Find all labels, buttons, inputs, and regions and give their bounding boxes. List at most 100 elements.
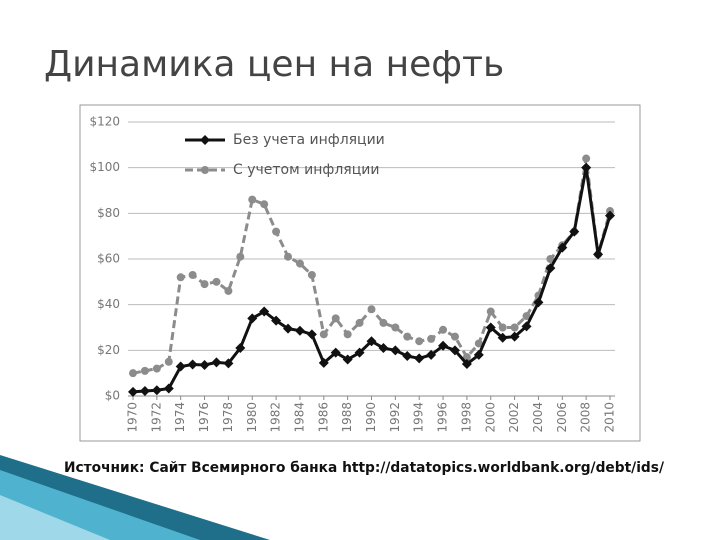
- y-tick-label: $40: [97, 297, 120, 311]
- data-point: [129, 369, 137, 378]
- data-point: [307, 270, 316, 279]
- data-point: [284, 252, 293, 261]
- data-point: [415, 337, 424, 346]
- y-tick-label: $100: [89, 160, 120, 174]
- data-point: [235, 343, 246, 354]
- x-tick-label: 1986: [316, 402, 330, 433]
- x-tick-label: 1970: [126, 402, 140, 433]
- data-point: [402, 351, 413, 362]
- slide-title: Динамика цен на нефть: [44, 44, 504, 85]
- data-point: [164, 357, 173, 366]
- x-tick-label: 1994: [412, 402, 426, 433]
- data-point: [390, 345, 401, 356]
- x-tick-label: 1972: [149, 402, 163, 433]
- data-point: [176, 273, 185, 282]
- x-tick-label: 2000: [483, 402, 497, 433]
- y-tick-label: $0: [105, 389, 120, 403]
- x-tick-label: 1992: [388, 402, 402, 433]
- x-tick-label: 1996: [436, 402, 450, 433]
- legend-label: С учетом инфляции: [233, 162, 379, 178]
- data-point: [212, 277, 221, 286]
- data-point: [188, 270, 197, 279]
- data-point: [378, 343, 389, 354]
- data-point: [522, 312, 531, 321]
- data-point: [403, 332, 412, 341]
- data-point: [426, 349, 437, 360]
- data-point: [187, 359, 198, 370]
- data-point: [439, 325, 448, 334]
- x-tick-label: 1978: [221, 402, 235, 433]
- data-point: [367, 305, 376, 314]
- x-tick-label: 1982: [269, 402, 283, 433]
- data-point: [343, 330, 352, 339]
- data-point: [569, 226, 580, 237]
- data-point: [509, 331, 520, 342]
- y-tick-label: $80: [97, 206, 120, 220]
- data-point: [521, 321, 532, 332]
- data-point: [545, 263, 556, 274]
- data-point: [295, 259, 304, 268]
- data-point: [450, 332, 459, 341]
- data-point: [474, 339, 483, 348]
- data-point: [485, 322, 496, 333]
- data-point: [272, 227, 281, 236]
- data-point: [330, 347, 341, 358]
- data-point: [605, 210, 615, 221]
- data-point: [139, 385, 150, 396]
- data-point: [152, 364, 161, 373]
- data-point: [294, 325, 305, 336]
- decor: [0, 495, 110, 540]
- data-point: [151, 385, 162, 396]
- data-point: [366, 336, 377, 347]
- data-point: [581, 162, 592, 173]
- x-tick-label: 1984: [292, 402, 306, 433]
- data-point: [163, 383, 174, 394]
- data-point: [557, 242, 568, 253]
- x-tick-label: 2002: [507, 402, 521, 433]
- y-tick-label: $60: [97, 252, 120, 266]
- data-point: [391, 323, 400, 332]
- source: Источник: Сайт Всемирного банка http://d…: [64, 460, 665, 476]
- data-point: [247, 313, 258, 324]
- data-point: [260, 200, 269, 209]
- data-point: [342, 354, 353, 365]
- y-tick-label: $120: [89, 115, 120, 129]
- x-tick-label: 2006: [555, 402, 569, 433]
- chart-frame: [79, 104, 641, 442]
- data-point: [331, 314, 340, 323]
- data-point: [236, 252, 245, 261]
- data-point: [224, 286, 233, 295]
- data-point: [175, 361, 186, 372]
- data-point: [427, 334, 436, 343]
- x-tick-label: 1974: [173, 402, 187, 433]
- data-point: [128, 386, 138, 397]
- x-tick-label: 1988: [340, 402, 354, 433]
- data-point: [510, 323, 519, 332]
- data-point: [533, 297, 544, 308]
- data-point: [461, 359, 472, 370]
- y-tick-label: $20: [97, 343, 120, 357]
- data-point: [259, 306, 270, 317]
- data-point: [379, 318, 388, 327]
- data-point: [283, 323, 294, 334]
- x-tick-label: 2008: [579, 402, 593, 433]
- data-point: [355, 318, 364, 327]
- data-point: [593, 249, 604, 260]
- legend-label: Без учета инфляции: [233, 132, 385, 148]
- data-point: [319, 330, 328, 339]
- data-point: [449, 345, 460, 356]
- data-point: [140, 366, 149, 375]
- data-point: [211, 357, 222, 368]
- data-point: [582, 154, 591, 163]
- data-point: [306, 329, 317, 340]
- data-point: [497, 332, 508, 343]
- data-point: [414, 353, 425, 364]
- legend-marker: [201, 166, 209, 174]
- x-tick-label: 1980: [245, 402, 259, 433]
- data-point: [248, 195, 257, 204]
- data-point: [473, 349, 484, 360]
- x-tick-label: 1990: [364, 402, 378, 433]
- x-tick-label: 1998: [459, 402, 473, 433]
